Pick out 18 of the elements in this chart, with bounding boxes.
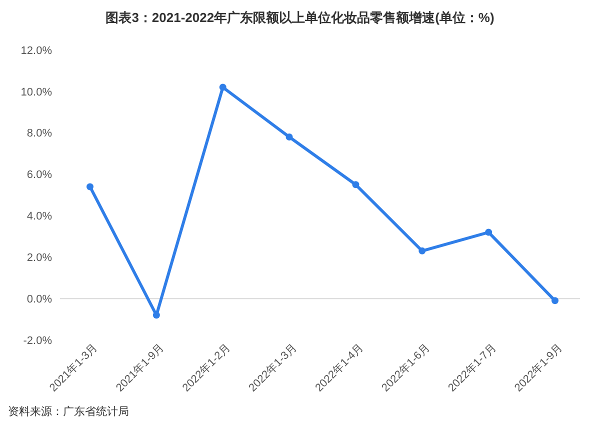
y-tick-label: 10.0%	[20, 86, 52, 98]
point	[86, 183, 94, 190]
point	[552, 297, 558, 304]
y-tick-label: 4.0%	[26, 210, 52, 223]
point	[352, 181, 360, 188]
point	[485, 228, 492, 236]
y-tick-label: 2.0%	[26, 252, 52, 264]
point	[152, 312, 160, 319]
y-tick-label: -2.0%	[23, 334, 52, 347]
chart-title: 图表3：2021-2022年广东限额以上单位化妆品零售额增速(单位：%)	[106, 10, 494, 25]
text: 资料来源：广东省统计局	[8, 405, 129, 418]
point	[418, 247, 426, 254]
y-tick-label: 12.0%	[20, 44, 52, 57]
y-tick-label: 8.0%	[26, 128, 52, 140]
point	[219, 84, 226, 91]
y-tick-label: 0.0%	[26, 293, 52, 306]
point	[286, 134, 293, 140]
y-tick-label: 6.0%	[26, 169, 52, 182]
